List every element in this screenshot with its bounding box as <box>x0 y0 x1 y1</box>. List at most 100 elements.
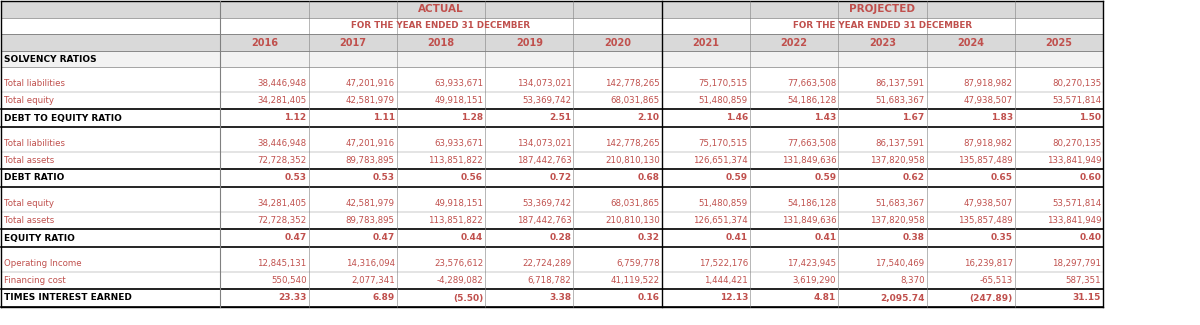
Text: 68,031,865: 68,031,865 <box>611 96 660 105</box>
Bar <box>1 289 1103 307</box>
Text: 0.40: 0.40 <box>1079 233 1102 242</box>
Text: 12.13: 12.13 <box>720 293 748 303</box>
Text: 41,119,522: 41,119,522 <box>611 276 660 285</box>
Text: Total assets: Total assets <box>4 156 54 165</box>
Text: 23.33: 23.33 <box>278 293 306 303</box>
Bar <box>1 75 1103 92</box>
Text: (247.89): (247.89) <box>970 293 1013 303</box>
Text: 126,651,374: 126,651,374 <box>694 216 748 225</box>
Text: 2018: 2018 <box>427 37 455 47</box>
Text: 113,851,822: 113,851,822 <box>428 156 484 165</box>
Text: 87,918,982: 87,918,982 <box>964 79 1013 88</box>
Text: 72,728,352: 72,728,352 <box>257 156 306 165</box>
Text: 6.89: 6.89 <box>372 293 395 303</box>
Text: 2020: 2020 <box>604 37 631 47</box>
Text: 2.51: 2.51 <box>550 113 571 123</box>
Text: 51,683,367: 51,683,367 <box>875 96 924 105</box>
Text: 1.11: 1.11 <box>373 113 395 123</box>
Text: EQUITY RATIO: EQUITY RATIO <box>4 233 74 242</box>
Text: 3.38: 3.38 <box>550 293 571 303</box>
Text: 49,918,151: 49,918,151 <box>434 199 484 208</box>
Text: 0.62: 0.62 <box>902 174 924 183</box>
Text: 17,423,945: 17,423,945 <box>787 259 836 268</box>
Text: 134,073,021: 134,073,021 <box>517 79 571 88</box>
Text: 2016: 2016 <box>251 37 278 47</box>
Bar <box>1 92 1103 109</box>
Text: 22,724,289: 22,724,289 <box>522 259 571 268</box>
Text: 89,783,895: 89,783,895 <box>346 156 395 165</box>
Text: 47,938,507: 47,938,507 <box>964 96 1013 105</box>
Text: 2023: 2023 <box>869 37 896 47</box>
Bar <box>1 1 1103 18</box>
Text: 49,918,151: 49,918,151 <box>434 96 484 105</box>
Text: 126,651,374: 126,651,374 <box>694 156 748 165</box>
Text: DEBT RATIO: DEBT RATIO <box>4 174 65 183</box>
Text: 133,841,949: 133,841,949 <box>1046 156 1102 165</box>
Text: -4,289,082: -4,289,082 <box>437 276 484 285</box>
Text: 1.43: 1.43 <box>814 113 836 123</box>
Text: FOR THE YEAR ENDED 31 DECEMBER: FOR THE YEAR ENDED 31 DECEMBER <box>352 21 530 31</box>
Text: 2,095.74: 2,095.74 <box>880 293 924 303</box>
Text: 17,540,469: 17,540,469 <box>876 259 924 268</box>
Text: 53,571,814: 53,571,814 <box>1052 199 1102 208</box>
Text: 0.32: 0.32 <box>637 233 660 242</box>
Text: 135,857,489: 135,857,489 <box>959 156 1013 165</box>
Text: Total equity: Total equity <box>4 199 54 208</box>
Text: 0.53: 0.53 <box>373 174 395 183</box>
Text: 34,281,405: 34,281,405 <box>257 96 306 105</box>
Bar <box>1 255 1103 272</box>
Text: Total liabilities: Total liabilities <box>4 79 65 88</box>
Text: 131,849,636: 131,849,636 <box>781 216 836 225</box>
Text: 54,186,128: 54,186,128 <box>787 96 836 105</box>
Text: 53,369,742: 53,369,742 <box>522 199 571 208</box>
Text: 63,933,671: 63,933,671 <box>434 139 484 148</box>
Bar <box>1 152 1103 169</box>
Text: 53,571,814: 53,571,814 <box>1052 96 1102 105</box>
Text: 8,370: 8,370 <box>900 276 924 285</box>
Text: 17,522,176: 17,522,176 <box>698 259 748 268</box>
Text: 135,857,489: 135,857,489 <box>959 216 1013 225</box>
Text: 0.28: 0.28 <box>550 233 571 242</box>
Text: 3,619,290: 3,619,290 <box>793 276 836 285</box>
Bar <box>1 247 1103 255</box>
Text: 38,446,948: 38,446,948 <box>258 79 306 88</box>
Text: Total equity: Total equity <box>4 96 54 105</box>
Text: 77,663,508: 77,663,508 <box>787 139 836 148</box>
Text: DEBT TO EQUITY RATIO: DEBT TO EQUITY RATIO <box>4 113 122 123</box>
Text: 0.47: 0.47 <box>372 233 395 242</box>
Text: 131,849,636: 131,849,636 <box>781 156 836 165</box>
Text: FOR THE YEAR ENDED 31 DECEMBER: FOR THE YEAR ENDED 31 DECEMBER <box>793 21 972 31</box>
Text: 210,810,130: 210,810,130 <box>605 216 660 225</box>
Text: 63,933,671: 63,933,671 <box>434 79 484 88</box>
Text: 0.38: 0.38 <box>902 233 924 242</box>
Bar <box>1 195 1103 212</box>
Text: 42,581,979: 42,581,979 <box>346 199 395 208</box>
Text: Total assets: Total assets <box>4 216 54 225</box>
Text: 47,938,507: 47,938,507 <box>964 199 1013 208</box>
Text: 1.46: 1.46 <box>726 113 748 123</box>
Text: 113,851,822: 113,851,822 <box>428 216 484 225</box>
Text: Total liabilities: Total liabilities <box>4 139 65 148</box>
Text: 0.59: 0.59 <box>814 174 836 183</box>
Bar <box>1 34 1103 51</box>
Text: 0.56: 0.56 <box>461 174 484 183</box>
Text: 1,444,421: 1,444,421 <box>704 276 748 285</box>
Text: 137,820,958: 137,820,958 <box>870 216 924 225</box>
Bar <box>1 127 1103 135</box>
Text: 89,783,895: 89,783,895 <box>346 216 395 225</box>
Text: 142,778,265: 142,778,265 <box>605 139 660 148</box>
Text: ACTUAL: ACTUAL <box>418 5 463 15</box>
Text: 75,170,515: 75,170,515 <box>698 139 748 148</box>
Text: 6,718,782: 6,718,782 <box>528 276 571 285</box>
Text: 0.59: 0.59 <box>726 174 748 183</box>
Text: 142,778,265: 142,778,265 <box>605 79 660 88</box>
Text: 187,442,763: 187,442,763 <box>517 216 571 225</box>
Text: 77,663,508: 77,663,508 <box>787 79 836 88</box>
Text: 133,841,949: 133,841,949 <box>1046 216 1102 225</box>
Text: Operating Income: Operating Income <box>4 259 82 268</box>
Text: SOLVENCY RATIOS: SOLVENCY RATIOS <box>4 55 97 63</box>
Bar <box>1 212 1103 229</box>
Text: PROJECTED: PROJECTED <box>850 5 916 15</box>
Text: 1.83: 1.83 <box>991 113 1013 123</box>
Bar <box>1 109 1103 127</box>
